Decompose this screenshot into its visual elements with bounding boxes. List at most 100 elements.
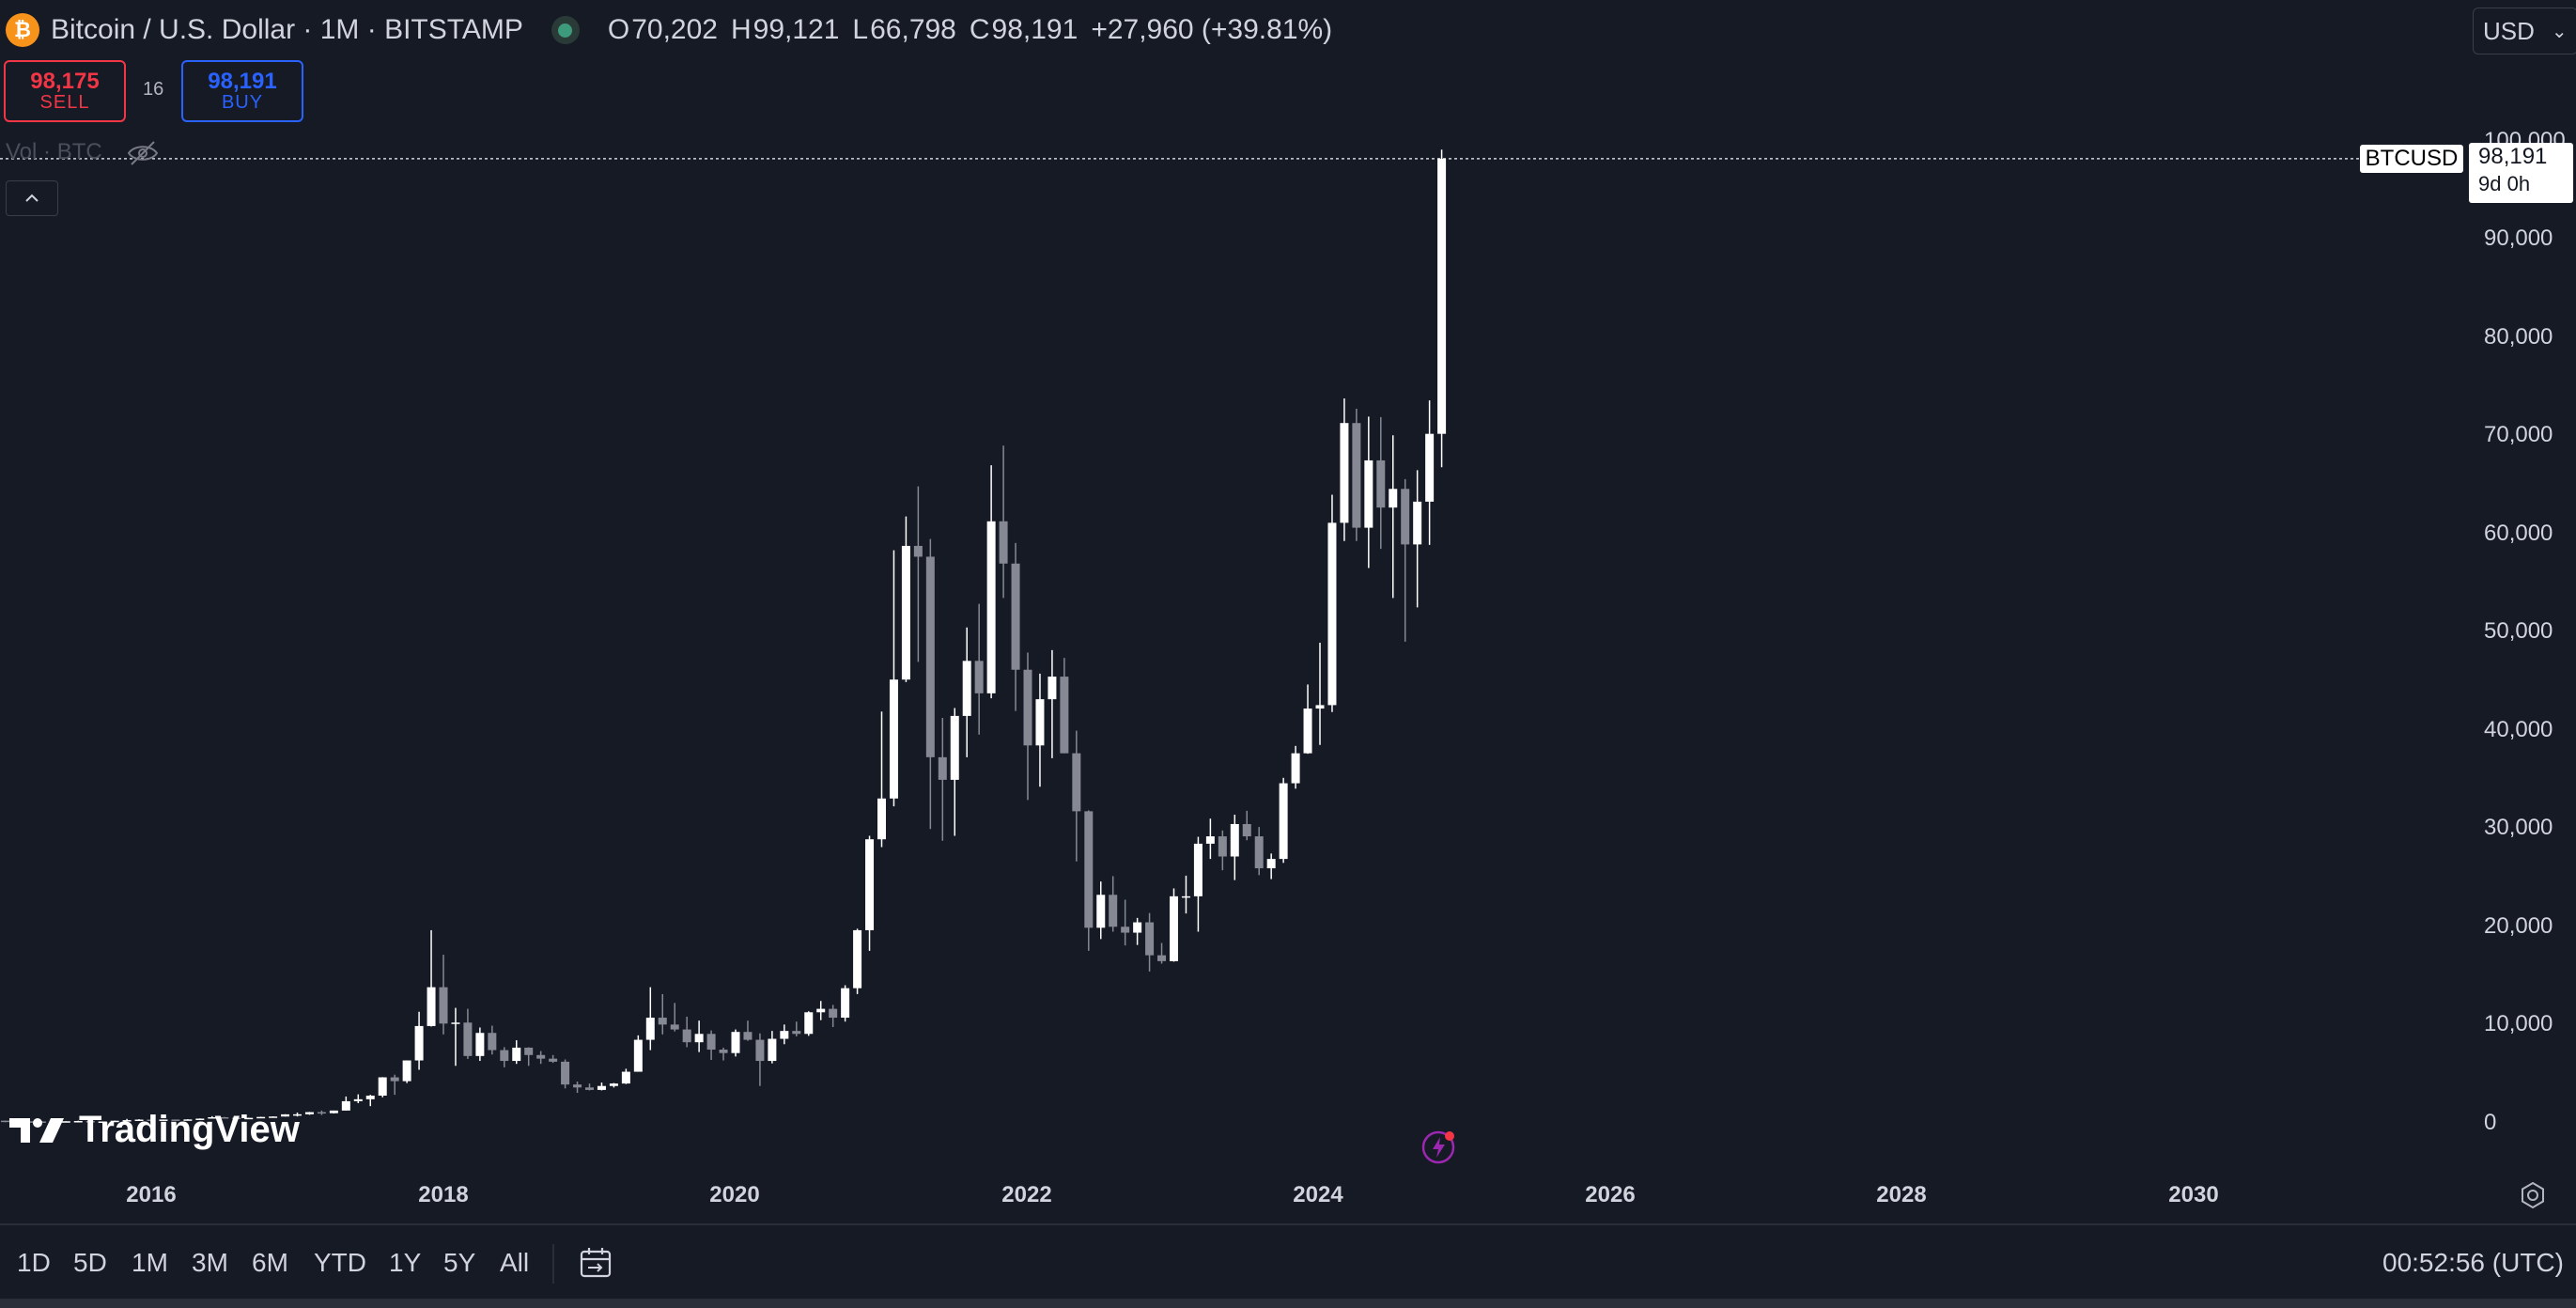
candle-body [1279,783,1288,860]
candle-body [85,1121,95,1123]
last-price-tag: BTCUSD 98,191 9d 0h [2360,143,2573,203]
currency-label: USD [2483,16,2535,45]
chevron-up-icon [25,194,39,202]
ohlc-open-key: O [607,14,630,45]
candle-body [269,1116,278,1118]
time-axis-label: 2022 [1001,1182,1052,1207]
candle-body [281,1113,290,1117]
candle-body [1109,895,1118,927]
candle-body [536,1054,546,1059]
candle-body [719,1050,728,1053]
candle-body [1376,459,1386,508]
eye-hidden-icon[interactable] [126,139,160,167]
range-6m-button[interactable]: 6M [252,1248,288,1277]
volume-indicator-label[interactable]: Vol · BTC [6,139,102,164]
bottom-toolbar: 1D 5D 1M 3M 6M YTD 1Y 5Y All 00:52:56 (U… [0,1223,2576,1300]
candle-body [889,679,898,799]
candle-body [1072,753,1081,812]
candle-body [549,1058,558,1062]
candles-group [1,149,1447,1124]
candle-body [1096,895,1106,928]
candle-body [901,545,910,680]
candle-body [938,756,947,780]
candle-body [293,1113,302,1116]
candle-body [183,1119,193,1121]
collapse-indicators-button[interactable] [6,180,58,216]
buy-button[interactable]: 98,191 BUY [181,60,303,122]
time-axis-label: 2016 [126,1182,177,1207]
candle-body [1340,423,1349,523]
candle-body [841,988,850,1019]
candle-body [609,1083,618,1086]
last-price-box: 98,191 9d 0h [2469,143,2573,203]
price-chart[interactable] [0,0,2576,1222]
candle-body [475,1033,485,1056]
price-axis-label: 80,000 [2484,324,2553,350]
range-1y-button[interactable]: 1Y [389,1248,422,1277]
candle-body [427,987,436,1026]
candle-body [816,1008,826,1013]
toolbar-divider [552,1244,554,1284]
candle-body [488,1033,497,1051]
time-axis-label: 2028 [1876,1182,1927,1207]
candle-body [853,929,862,989]
candle-body [1145,922,1155,956]
ohlc-open-value: 70,202 [631,14,718,45]
ohlc-close-key: C [969,14,990,45]
candle-body [341,1100,350,1111]
chevron-down-icon: ⌄ [2551,21,2568,42]
bitcoin-icon[interactable]: ₿ [6,13,39,47]
candle-body [1291,753,1300,784]
gear-icon[interactable] [2518,1180,2548,1210]
candle-body [110,1120,119,1123]
market-status-icon[interactable] [551,16,580,44]
time-axis-label: 2020 [709,1182,760,1207]
currency-dropdown[interactable]: USD ⌄ [2473,8,2576,54]
candle-body [451,1022,460,1024]
price-axis-label: 90,000 [2484,226,2553,251]
lightning-icon[interactable] [1420,1128,1458,1165]
range-all-button[interactable]: All [500,1248,530,1277]
candle-body [706,1034,716,1051]
candle-body [122,1120,132,1122]
tradingview-logo[interactable]: TradingView [9,1109,300,1151]
range-5y-button[interactable]: 5Y [443,1248,476,1277]
candle-body [317,1112,326,1114]
candle-body [925,556,935,757]
tradingview-wordmark: TradingView [79,1109,300,1150]
candle-body [1254,836,1264,869]
candle-body [195,1118,205,1120]
range-1m-button[interactable]: 1M [132,1248,168,1277]
symbol-title[interactable]: Bitcoin / U.S. Dollar · 1M · BITSTAMP [51,14,523,45]
range-ytd-button[interactable]: YTD [314,1248,366,1277]
range-5d-button[interactable]: 5D [73,1248,107,1277]
bar-countdown: 9d 0h [2478,172,2531,195]
price-axis-label: 30,000 [2484,815,2553,840]
price-axis-label: 10,000 [2484,1011,2553,1036]
range-1d-button[interactable]: 1D [17,1248,51,1277]
candle-body [645,1018,655,1040]
tradingview-logo-icon [9,1117,64,1143]
candle-body [1133,922,1142,933]
candle-body [353,1098,363,1101]
range-3m-button[interactable]: 3M [192,1248,228,1277]
candle-body [98,1121,107,1124]
candle-body [1266,859,1276,869]
candle-body [1401,489,1410,545]
calendar-icon[interactable] [577,1244,614,1282]
sell-button[interactable]: 98,175 SELL [4,60,126,122]
candle-body [865,839,875,930]
scrollbar[interactable] [0,1299,2576,1308]
candle-body [329,1110,338,1113]
price-axis-label: 0 [2484,1110,2497,1135]
price-axis-label: 50,000 [2484,618,2553,644]
buy-label: BUY [221,92,264,114]
candle-body [743,1032,753,1040]
candle-body [974,661,984,693]
candle-body [524,1047,534,1055]
candle-body [1327,522,1337,706]
buy-price: 98,191 [208,68,277,94]
candle-body [986,521,996,693]
candle-body [829,1008,838,1019]
utc-clock[interactable]: 00:52:56 (UTC) [2382,1248,2564,1277]
